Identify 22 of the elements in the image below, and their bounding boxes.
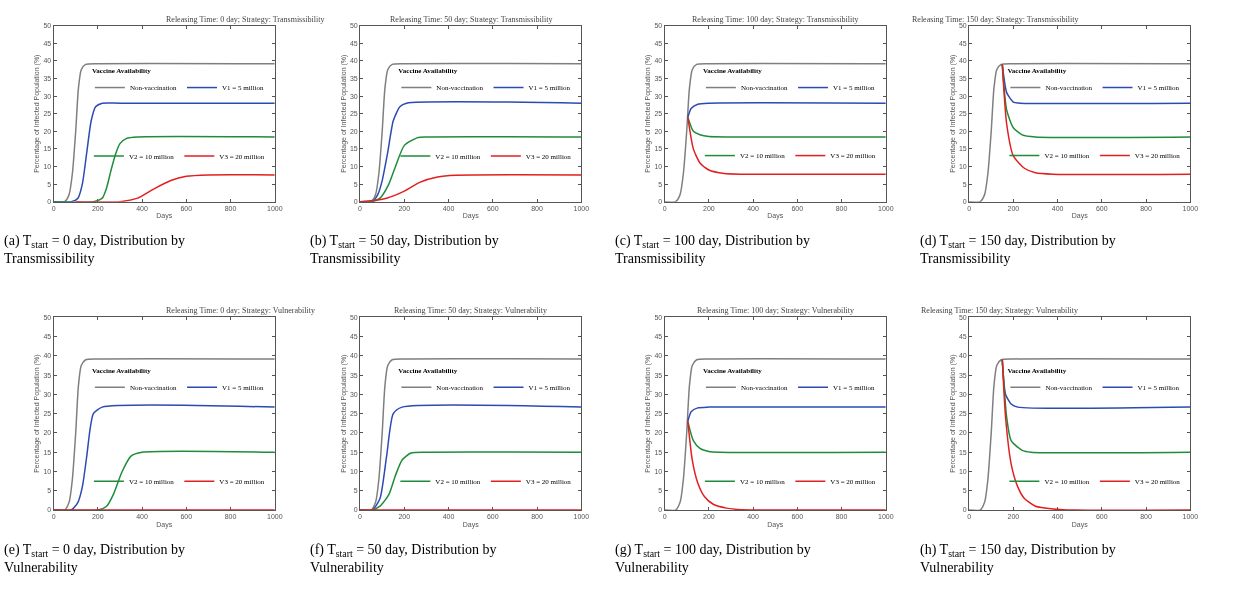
chart-title: Releasing Time: 100 day; Strategy: Transmissibility bbox=[692, 15, 859, 24]
chart-title: Releasing Time: 50 day; Strategy: Vulnerability bbox=[394, 306, 547, 315]
text: (b) T$_{start}$ = 50 day, Distribution by Transmissibility bbox=[310, 233, 499, 267]
chart-title: Releasing Time: 100 day; Strategy: Vulnerability bbox=[697, 306, 854, 315]
chart-title: Releasing Time: 50 day; Strategy: Transmissibility bbox=[390, 15, 553, 24]
line-series bbox=[687, 116, 886, 176]
text: (g) T$_{start}$ = 100 day, Distribution by Vulnerability bbox=[615, 542, 811, 576]
chart-title: Releasing Time: 0 day; Strategy: Vulnerability bbox=[166, 306, 315, 315]
line-series bbox=[687, 102, 886, 118]
line-series bbox=[664, 357, 886, 511]
text: (a) T$_{start}$ = 0 day, Distribution by Transmissibility bbox=[4, 233, 186, 267]
line-series bbox=[687, 420, 886, 511]
text: (c) T$_{start}$ = 100 day, Distribution by Transmissibility bbox=[615, 233, 811, 267]
text: (e) T$_{start}$ = 0 day, Distribution by Vulnerability bbox=[4, 542, 186, 576]
chart-title: Releasing Time: 150 day; Strategy: Transmissibility bbox=[912, 15, 1079, 24]
text: (d) T$_{start}$ = 150 day, Distribution by Transmissibility bbox=[920, 233, 1116, 267]
line-series bbox=[687, 406, 886, 423]
line-series bbox=[1001, 63, 1191, 176]
text: (h) T$_{start}$ = 150 day, Distribution by Vulnerability bbox=[920, 542, 1116, 576]
chart-title: Releasing Time: 0 day; Strategy: Transmissibility bbox=[166, 15, 325, 24]
text: (f) T$_{start}$ = 50 day, Distribution by Vulnerability bbox=[310, 542, 497, 576]
chart-title: Releasing Time: 150 day; Strategy: Vulnerability bbox=[921, 306, 1078, 315]
